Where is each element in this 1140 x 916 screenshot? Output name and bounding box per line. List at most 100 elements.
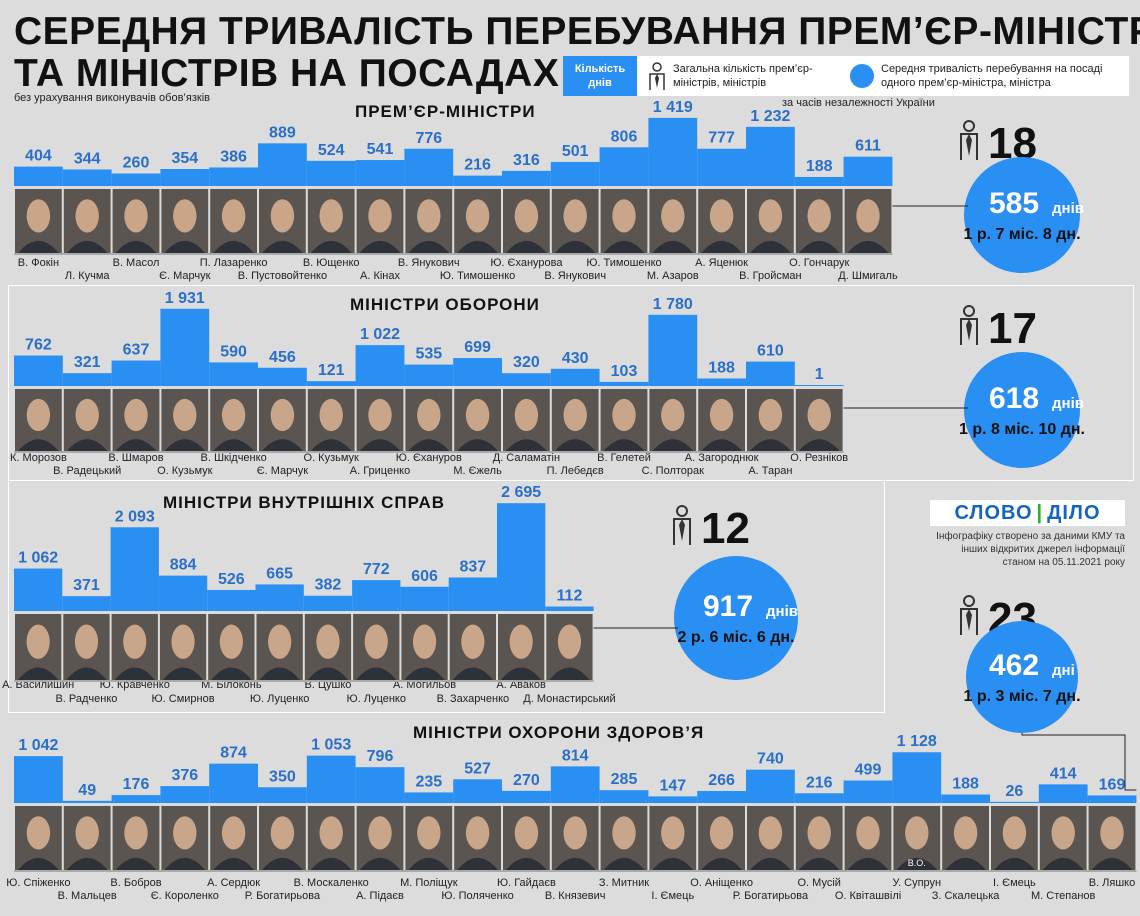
bar-3-5 <box>258 787 307 803</box>
name-1-8: Ю. Єхануров <box>396 452 462 464</box>
portrait-3-5 <box>259 806 306 870</box>
bar-3-0 <box>14 756 63 803</box>
bar-value-0-6: 524 <box>318 142 345 159</box>
bar-1-2 <box>111 360 161 386</box>
name-1-16: О. Резніков <box>790 452 848 464</box>
name-0-1: Л. Кучма <box>65 270 111 282</box>
bar-3-3 <box>160 786 210 803</box>
name-0-17: Д. Шмигаль <box>838 270 898 282</box>
bar-3-22 <box>1087 795 1137 803</box>
name-2-11: Д. Монастирський <box>523 693 615 705</box>
name-0-9: Ю. Тимошенко <box>440 270 515 282</box>
portrait-1-14 <box>698 389 745 451</box>
portrait-0-3 <box>161 189 209 253</box>
legend: Кількість днів Загальна кількість прем’є… <box>563 56 1129 96</box>
bar-0-16 <box>794 176 844 186</box>
bar-value-1-3: 1 931 <box>165 290 205 307</box>
name-0-12: Ю. Тимошенко <box>586 257 661 269</box>
bar-value-3-0: 1 042 <box>18 737 58 754</box>
bar-value-2-3: 884 <box>170 557 197 574</box>
name-3-6: В. Москаленко <box>294 877 369 889</box>
name-0-10: Ю. Єханурова <box>490 257 563 269</box>
avg-days-1: 618 <box>989 382 1039 415</box>
section-title-health: МІНІСТРИ ОХОРОНИ ЗДОРОВ’Я <box>413 723 705 742</box>
bar-1-15 <box>746 361 795 386</box>
bar-2-8 <box>400 586 449 611</box>
strip-base-0 <box>14 253 893 255</box>
bar-0-0 <box>14 166 63 186</box>
name-1-15: А. Таран <box>748 465 792 477</box>
name-1-14: А. Загороднюк <box>685 452 759 464</box>
bar-0-8 <box>404 148 454 186</box>
bar-1-0 <box>14 355 63 386</box>
portrait-3-3 <box>161 806 209 870</box>
bar-0-1 <box>62 169 112 186</box>
name-3-18: У. Супрун <box>892 877 941 889</box>
bar-value-2-1: 371 <box>73 577 100 594</box>
bar-3-12 <box>599 790 649 803</box>
portrait-0-6 <box>307 189 355 253</box>
bar-value-3-22: 169 <box>1099 776 1126 793</box>
bar-0-7 <box>355 160 405 186</box>
bar-1-3 <box>160 308 210 386</box>
portrait-1-4 <box>210 389 257 451</box>
bar-2-10 <box>497 503 546 611</box>
bar-value-3-14: 266 <box>708 772 735 789</box>
bar-1-11 <box>550 368 600 386</box>
person-tie-icon <box>649 62 665 90</box>
portrait-0-8 <box>405 189 453 253</box>
name-3-15: Р. Богатирьова <box>733 890 809 902</box>
portrait-3-1 <box>63 806 111 870</box>
bar-3-20 <box>990 801 1039 803</box>
portrait-3-9 <box>454 806 501 870</box>
logo: СЛОВО | ДІЛО <box>930 500 1125 526</box>
portrait-3-16 <box>795 806 843 870</box>
legend-dot <box>850 64 874 88</box>
bar-value-1-2: 637 <box>123 342 150 359</box>
portrait-1-12 <box>600 389 648 451</box>
bar-value-3-5: 350 <box>269 768 296 785</box>
portrait-1-11 <box>551 389 599 451</box>
name-1-5: Є. Марчук <box>257 465 309 477</box>
name-3-8: М. Поліщук <box>400 877 458 889</box>
name-3-19: З. Скалецька <box>932 890 1000 902</box>
name-2-5: Ю. Луценко <box>250 693 310 705</box>
bar-1-5 <box>258 367 307 386</box>
bar-0-15 <box>746 126 795 186</box>
portrait-3-22 <box>1088 806 1136 870</box>
name-3-13: І. Ємець <box>651 890 694 902</box>
section-title-interior: МІНІСТРИ ВНУТРІШНІХ СПРАВ <box>163 493 446 512</box>
name-3-5: Р. Богатирьова <box>245 890 321 902</box>
bar-value-3-11: 814 <box>562 747 589 764</box>
portrait-3-2 <box>112 806 160 870</box>
portrait-2-4 <box>208 614 255 680</box>
name-0-8: В. Янукович <box>398 257 460 269</box>
bar-value-2-5: 665 <box>266 565 293 582</box>
bar-value-0-8: 776 <box>415 130 442 147</box>
bar-2-0 <box>14 568 63 611</box>
bar-value-3-8: 235 <box>415 773 442 790</box>
bar-3-8 <box>404 792 454 803</box>
bar-3-6 <box>306 755 356 803</box>
bar-value-2-10: 2 695 <box>501 484 541 501</box>
portrait-1-16 <box>795 389 843 451</box>
name-3-0: Ю. Спіженко <box>6 877 70 889</box>
bar-1-16 <box>794 385 844 386</box>
portrait-3-8 <box>405 806 453 870</box>
name-0-13: М. Азаров <box>647 270 699 282</box>
bar-value-1-13: 1 780 <box>653 296 693 313</box>
portrait-3-15 <box>747 806 794 870</box>
bar-1-10 <box>502 373 551 386</box>
name-3-10: Ю. Гайдаєв <box>497 877 556 889</box>
bar-3-10 <box>502 790 551 803</box>
bar-value-1-10: 320 <box>513 354 540 371</box>
name-0-0: В. Фокін <box>18 257 59 269</box>
bar-value-3-1: 49 <box>78 782 96 799</box>
name-2-9: В. Захарченко <box>437 693 510 705</box>
portrait-1-8 <box>405 389 453 451</box>
bar-value-0-1: 344 <box>74 150 101 167</box>
bar-3-7 <box>355 767 405 803</box>
avg-text-0: 1 р. 7 міс. 8 дн. <box>963 226 1080 243</box>
bar-value-3-16: 216 <box>806 774 833 791</box>
